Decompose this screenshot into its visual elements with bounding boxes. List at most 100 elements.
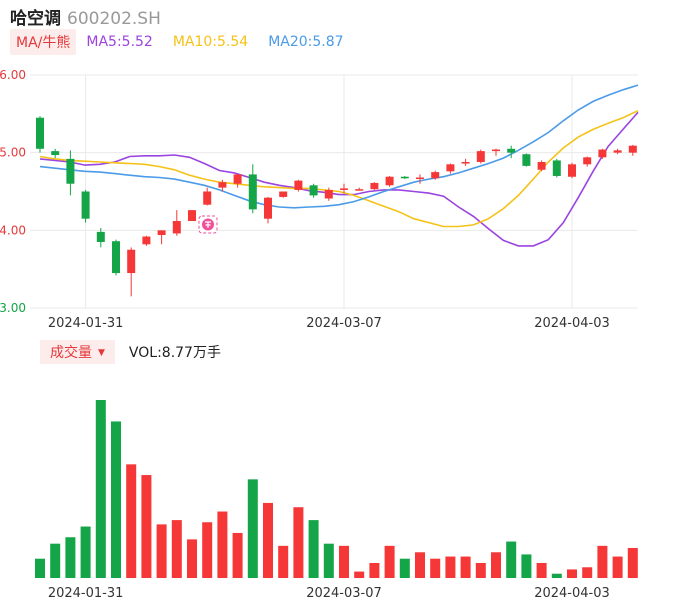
volume-bar bbox=[232, 532, 243, 578]
volume-bar bbox=[95, 400, 106, 578]
ma5-line bbox=[39, 111, 639, 247]
candle-body bbox=[112, 241, 120, 274]
y-tick-label: 4.00 bbox=[0, 223, 26, 237]
volume-bar bbox=[141, 475, 152, 578]
y-tick-label: 6.00 bbox=[0, 68, 26, 82]
candle-body bbox=[66, 158, 75, 184]
candle-body bbox=[522, 154, 531, 166]
volume-bar bbox=[506, 541, 517, 578]
x-tick-label: 2024-03-07 bbox=[306, 586, 382, 601]
volume-bar bbox=[278, 545, 289, 578]
candle-body bbox=[172, 221, 181, 234]
volume-bar bbox=[551, 573, 562, 578]
candle-body bbox=[537, 161, 546, 170]
volume-bar bbox=[156, 524, 167, 578]
volume-bar bbox=[65, 537, 76, 578]
volume-bar bbox=[202, 522, 213, 578]
volume-bar bbox=[567, 569, 577, 578]
volume-selector-label: 成交量 bbox=[50, 345, 92, 361]
volume-bar bbox=[536, 562, 547, 578]
candle-body bbox=[248, 174, 257, 210]
grid bbox=[30, 74, 638, 309]
volume-bar bbox=[384, 545, 395, 578]
volume-bar bbox=[415, 552, 425, 578]
ma20-line bbox=[39, 84, 639, 209]
stock-code: 600202.SH bbox=[67, 9, 161, 29]
candle-body bbox=[233, 174, 242, 184]
candle-body bbox=[81, 191, 90, 219]
volume-bar bbox=[521, 554, 532, 578]
candle-body bbox=[385, 176, 394, 186]
ma10-legend: MA10:5.54 bbox=[172, 34, 249, 50]
candle-body bbox=[492, 149, 500, 152]
ma20-legend: MA20:5.87 bbox=[268, 34, 344, 50]
volume-selector-button[interactable]: 成交量 ▼ bbox=[40, 340, 115, 364]
volume-bar bbox=[627, 547, 638, 578]
candle-body bbox=[294, 180, 303, 190]
candle-body bbox=[400, 176, 409, 179]
candle-body bbox=[598, 149, 607, 158]
candle-body bbox=[309, 185, 318, 196]
volume-bar bbox=[475, 562, 486, 578]
volume-bar bbox=[430, 558, 441, 578]
volume-bar bbox=[612, 556, 623, 578]
candle-body bbox=[628, 145, 637, 153]
candle-body bbox=[264, 197, 272, 219]
candle-body bbox=[476, 151, 485, 162]
volume-bar bbox=[263, 502, 273, 578]
candle-body bbox=[96, 231, 105, 242]
candle-body bbox=[613, 150, 622, 153]
axis-labels: 6.00 5.00 4.00 3.00 2024-01-31 2024-01-31 2024… bbox=[0, 68, 610, 601]
ma10-line bbox=[39, 109, 639, 228]
volume-bar bbox=[126, 464, 137, 578]
volume-bar bbox=[323, 543, 334, 578]
volume-bar bbox=[369, 562, 380, 578]
volume-bar bbox=[582, 567, 593, 578]
volume-value: VOL:8.77万手 bbox=[128, 345, 221, 361]
ma-legend: MA/牛熊 MA5:5.52 MA10:5.54 MA20:5.87 bbox=[10, 29, 364, 55]
volume-bar bbox=[445, 556, 456, 578]
candle-body bbox=[583, 157, 592, 165]
candle-body bbox=[431, 172, 440, 179]
candle-body bbox=[340, 188, 348, 190]
volume-bar bbox=[50, 543, 61, 578]
candle-body bbox=[127, 249, 136, 274]
candle-body bbox=[324, 189, 333, 199]
candle-body bbox=[279, 191, 288, 197]
volume-bar bbox=[35, 558, 45, 578]
candles bbox=[36, 116, 637, 297]
event-marker[interactable] bbox=[198, 215, 218, 234]
dropdown-arrow-icon: ▼ bbox=[98, 348, 105, 358]
volume-bar bbox=[293, 507, 304, 578]
candle-body bbox=[355, 189, 364, 191]
volume-bar bbox=[217, 511, 228, 578]
moving-averages bbox=[39, 84, 639, 247]
volume-bar bbox=[597, 545, 608, 578]
volume-legend: 成交量 ▼ VOL:8.77万手 bbox=[40, 340, 221, 364]
candle-body bbox=[446, 164, 455, 172]
volume-bar bbox=[111, 421, 121, 578]
candle-body bbox=[568, 164, 576, 177]
candle-body bbox=[370, 182, 379, 190]
candle-body bbox=[51, 151, 60, 155]
volume-bar bbox=[247, 479, 258, 578]
x-tick-label: 2024-04-03 bbox=[534, 316, 610, 331]
candle-body bbox=[461, 161, 470, 164]
stock-title: 哈空调 600202.SH bbox=[10, 4, 161, 29]
y-tick-label: 3.00 bbox=[0, 301, 26, 315]
candle-body bbox=[142, 236, 151, 245]
ma-toggle-button[interactable]: MA/牛熊 bbox=[10, 29, 77, 55]
y-tick-label: 5.00 bbox=[0, 146, 26, 160]
candle-body bbox=[218, 182, 227, 188]
volume-bar bbox=[460, 556, 471, 578]
candle-body bbox=[552, 160, 561, 176]
candle-body bbox=[188, 210, 196, 222]
ma5-legend: MA5:5.52 bbox=[86, 34, 153, 50]
volume-bar bbox=[491, 552, 501, 578]
volume-bar bbox=[187, 539, 197, 578]
volume-bar bbox=[308, 520, 319, 578]
x-tick-label: 2024-01-31 bbox=[48, 586, 124, 601]
event-marker-glyph bbox=[205, 221, 211, 228]
candle-body bbox=[416, 177, 424, 180]
